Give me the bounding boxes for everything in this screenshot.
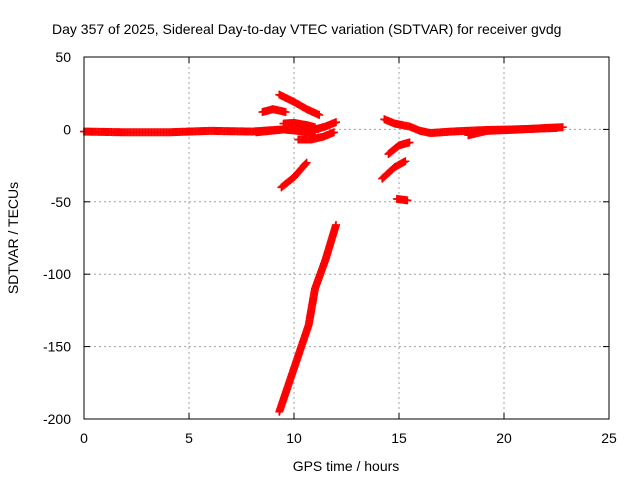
y-tick-label: 0: [63, 121, 71, 137]
satellite-track: [277, 158, 311, 192]
tick-labels: 0 5 10 15 20 25 -200 -150 -100 -50 0 50: [43, 49, 617, 446]
y-tick-label: -200: [43, 411, 71, 427]
x-tick-label: 20: [496, 430, 512, 446]
grid-lines: [84, 57, 609, 419]
y-axis-label: SDTVAR / TECUs: [5, 182, 21, 294]
satellite-track: [252, 125, 288, 137]
data-point-marker: [281, 108, 290, 117]
data-point-marker: [401, 157, 410, 166]
satellite-track: [258, 105, 290, 117]
data-marks: [80, 90, 567, 416]
satellite-track: [392, 194, 412, 205]
chart-title: Day 357 of 2025, Sidereal Day-to-day VTE…: [52, 21, 561, 37]
data-point-marker: [302, 158, 311, 167]
satellite-track: [294, 128, 338, 144]
axis-ticks: [83, 56, 610, 420]
y-tick-label: -100: [43, 266, 71, 282]
data-point-marker: [329, 128, 338, 137]
data-point-marker: [332, 220, 340, 229]
satellite-track: [275, 90, 324, 119]
x-tick-label: 15: [391, 430, 407, 446]
x-tick-label: 0: [80, 430, 88, 446]
y-tick-label: 50: [55, 49, 71, 65]
x-tick-label: 25: [601, 430, 617, 446]
data-point-marker: [405, 138, 414, 147]
y-tick-label: -150: [43, 339, 71, 355]
data-point-marker: [332, 118, 340, 127]
x-tick-label: 5: [185, 430, 193, 446]
plot-frame: [83, 56, 610, 420]
satellite-track: [296, 118, 340, 134]
x-tick-label: 10: [286, 430, 302, 446]
data-point-marker: [403, 196, 412, 205]
data-point-marker: [558, 123, 567, 132]
satellite-track: [378, 157, 410, 183]
satellite-track: [464, 123, 567, 140]
satellite-track: [384, 138, 414, 159]
satellite-track: [275, 220, 340, 416]
data-point-marker: [301, 159, 310, 168]
data-point-marker: [315, 110, 324, 119]
y-tick-label: -50: [51, 194, 71, 210]
x-axis-label: GPS time / hours: [293, 458, 400, 474]
